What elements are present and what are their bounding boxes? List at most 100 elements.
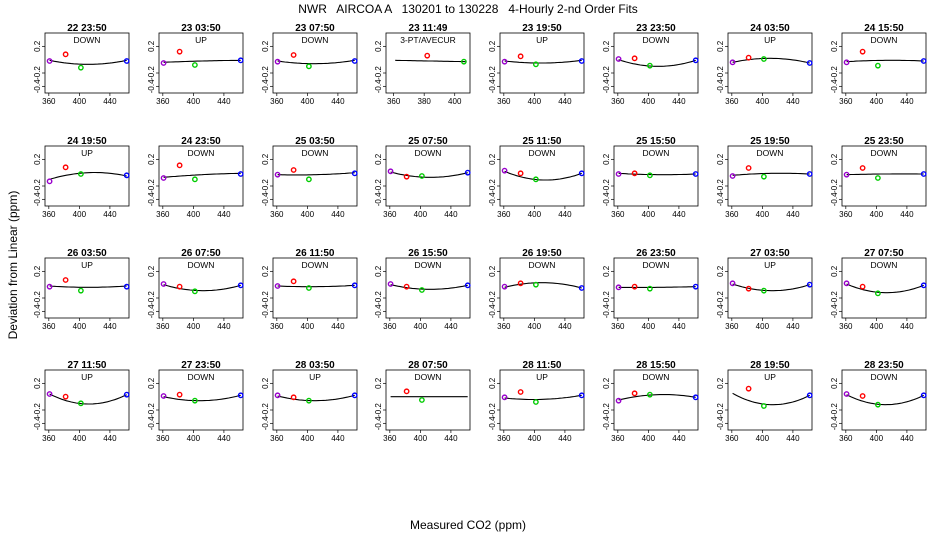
- x-tick-label: 400: [73, 97, 87, 106]
- y-tick-label: -0.2: [261, 66, 270, 80]
- panel-frame: [727, 369, 813, 431]
- x-tick-label: 360: [839, 434, 853, 443]
- data-point: [501, 167, 508, 174]
- y-tick-label: -0.4: [147, 416, 156, 430]
- x-tick-label: 400: [414, 322, 428, 331]
- panel-title: 23 07:50: [295, 23, 335, 34]
- x-tick-label: 440: [672, 322, 686, 331]
- y-tick-label: 0.2: [716, 377, 725, 389]
- data-point: [745, 54, 752, 61]
- panel-label: DOWN: [871, 260, 898, 270]
- data-point: [760, 403, 767, 409]
- data-point: [806, 171, 813, 177]
- data-point: [517, 280, 524, 287]
- data-point: [874, 175, 881, 181]
- x-tick-label: 400: [301, 322, 315, 331]
- panel-label: UP: [764, 260, 776, 270]
- panel-frame: [385, 369, 471, 431]
- y-tick-label: -0.4: [374, 304, 383, 318]
- x-tick-label: 360: [383, 434, 397, 443]
- x-tick-label: 400: [187, 434, 201, 443]
- panel-frame: [385, 32, 471, 94]
- data-point: [615, 171, 622, 177]
- data-point: [806, 281, 813, 288]
- y-tick-label: 0.2: [147, 265, 156, 277]
- x-tick-label: 360: [42, 97, 56, 106]
- data-point: [631, 170, 638, 177]
- x-tick-label: 360: [156, 322, 170, 331]
- data-point: [859, 48, 866, 55]
- panel-label: UP: [81, 260, 93, 270]
- data-point: [123, 391, 130, 398]
- data-point: [403, 283, 410, 290]
- data-point: [176, 391, 183, 398]
- data-point: [387, 281, 394, 287]
- panel-label: UP: [536, 372, 548, 382]
- data-point: [290, 278, 297, 285]
- panel-title: 24 15:50: [864, 23, 904, 34]
- data-point: [176, 48, 183, 55]
- data-point: [403, 173, 410, 180]
- fit-curve: [846, 394, 924, 406]
- panel-title: 26 07:50: [181, 248, 221, 259]
- x-tick-label: 440: [900, 210, 914, 219]
- data-point: [646, 62, 653, 69]
- data-point: [305, 63, 312, 70]
- y-tick-label: 0.2: [374, 40, 383, 52]
- x-tick-label: 400: [870, 322, 884, 331]
- data-point: [123, 172, 130, 179]
- x-tick-label: 360: [270, 97, 284, 106]
- y-tick-label: -0.2: [147, 291, 156, 305]
- data-point: [859, 283, 866, 290]
- x-tick-label: 360: [611, 322, 625, 331]
- x-tick-label: 440: [558, 210, 572, 219]
- x-tick-label: 440: [786, 97, 800, 106]
- panel-label: DOWN: [188, 148, 215, 158]
- x-tick-label: 360: [383, 210, 397, 219]
- data-point: [874, 401, 881, 408]
- data-point: [631, 55, 638, 62]
- data-point: [418, 397, 425, 403]
- data-point: [46, 283, 53, 290]
- y-tick-label: -0.4: [830, 79, 839, 93]
- data-point: [578, 285, 585, 291]
- data-point: [351, 282, 358, 289]
- x-tick-label: 400: [642, 210, 656, 219]
- panel-frame: [499, 145, 585, 207]
- data-point: [843, 171, 850, 178]
- panel-frame: [841, 145, 927, 207]
- y-tick-label: -0.4: [488, 192, 497, 206]
- fit-curve: [163, 59, 241, 63]
- y-tick-label: -0.2: [33, 179, 42, 193]
- data-point: [191, 288, 198, 295]
- y-tick-label: -0.4: [147, 304, 156, 318]
- data-point: [387, 168, 394, 175]
- data-point: [615, 397, 622, 404]
- panel-title: 24 23:50: [181, 136, 221, 147]
- data-point: [464, 169, 471, 176]
- panel-frame: [613, 369, 699, 431]
- panel-label: DOWN: [188, 372, 215, 382]
- y-tick-label: 0.2: [602, 153, 611, 165]
- x-tick-label: 400: [528, 97, 542, 106]
- data-point: [274, 58, 281, 65]
- y-tick-label: -0.4: [602, 416, 611, 430]
- panel-title: 23 03:50: [181, 23, 221, 34]
- panel-label: DOWN: [302, 35, 329, 45]
- panel-frame: [385, 145, 471, 207]
- x-tick-label: 400: [73, 210, 87, 219]
- panel-title: 26 11:50: [296, 248, 335, 259]
- x-tick-label: 400: [301, 434, 315, 443]
- data-point: [843, 391, 850, 397]
- x-tick-label: 400: [870, 97, 884, 106]
